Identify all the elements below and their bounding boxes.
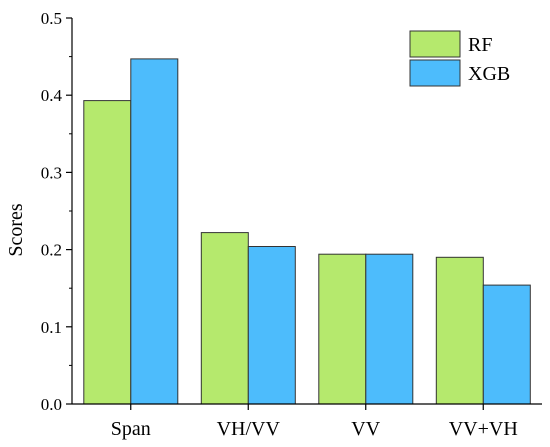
legend-label-rf: RF [468,34,492,56]
y-axis-title: Scores [5,203,27,257]
bar-rf-2 [318,253,367,405]
bar-xgb-1 [247,246,296,405]
bar-rf-3 [435,256,484,405]
legend-swatch-xgb [409,59,461,87]
y-tick-label: 0.1 [41,318,62,337]
x-category-label: VH/VV [217,418,281,440]
legend-swatch-rf [409,30,461,58]
x-category-label: VV+VH [449,418,518,440]
legend-label-xgb: XGB [468,63,510,85]
bar-xgb-3 [482,284,531,405]
y-tick-label: 0.4 [41,86,63,105]
bar-xgb-0 [130,58,179,405]
legend: RF XGB [409,30,510,87]
x-category-label: VV [351,418,380,440]
y-tick-label: 0.0 [41,395,62,414]
y-tick-label: 0.2 [41,241,62,260]
bars-layer [83,58,531,405]
bar-xgb-2 [365,253,414,405]
x-category-label: Span [111,418,151,440]
bar-rf-1 [200,232,249,405]
axes-layer: 0.0 0.1 0.2 0.3 0.4 0.5 Span VH/VV VV VV+VH [41,9,542,440]
bar-rf-0 [83,100,132,405]
y-tick-label: 0.5 [41,9,62,28]
y-tick-label: 0.3 [41,163,62,182]
